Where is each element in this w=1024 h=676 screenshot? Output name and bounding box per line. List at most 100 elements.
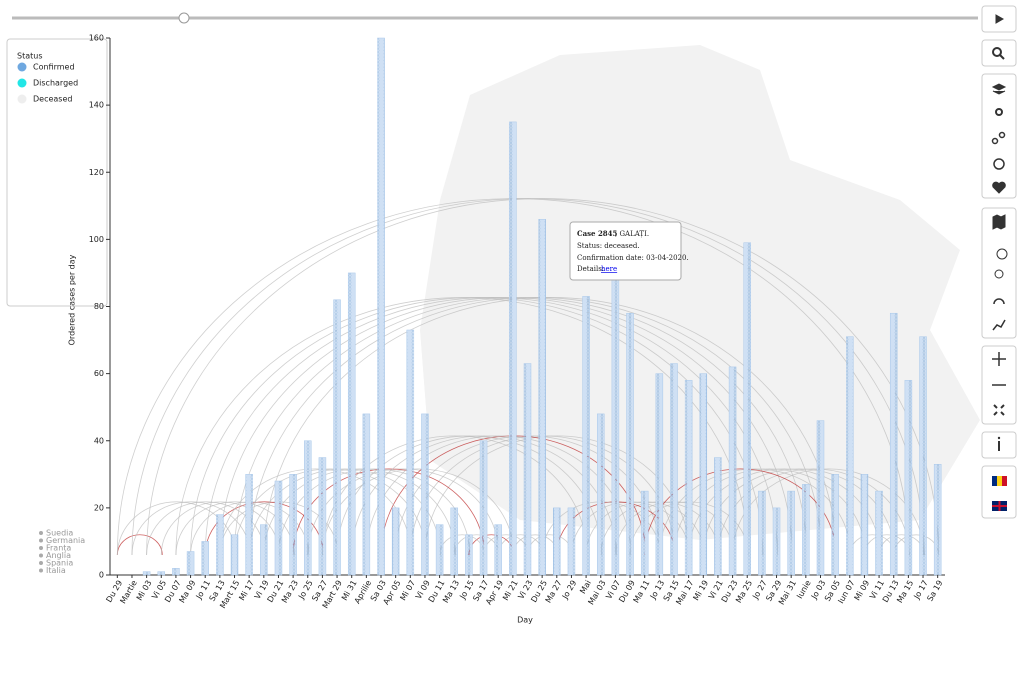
flag-ro[interactable] [992, 476, 997, 486]
map-circles-icon [996, 248, 1008, 260]
link-arc [131, 501, 251, 556]
tooltip-county: , GALAȚI. [615, 230, 649, 238]
link-arc [146, 501, 266, 556]
origin-label: Franța [46, 544, 71, 554]
link-arc [292, 468, 485, 556]
case-column [831, 474, 839, 576]
case-column [509, 121, 517, 576]
case-column [479, 440, 488, 576]
x-tick-label: Mi 09 [853, 579, 872, 602]
graph-icon [998, 131, 1006, 139]
origin-label: Suedia [46, 529, 73, 538]
link-arc [849, 534, 896, 556]
case-column [684, 380, 693, 576]
case-column [304, 440, 312, 576]
language-buttons[interactable] [981, 465, 1017, 519]
link-arc [439, 534, 485, 556]
toolbar [981, 5, 1017, 519]
origin-dot [39, 546, 43, 550]
tooltip: Case 2845 , GALAȚI. Status: deceased. Co… [569, 221, 689, 281]
case-column [362, 413, 371, 576]
case-column [435, 524, 444, 576]
link-arc [864, 534, 910, 556]
map-background [420, 45, 980, 540]
y-tick-label: 20 [94, 503, 104, 512]
case-column [933, 463, 942, 576]
pin-icon [995, 108, 1003, 116]
case-column [728, 366, 737, 576]
tooltip-link[interactable]: here [601, 265, 617, 273]
clock-icon [993, 158, 1005, 170]
tooltip-case: Case 2845 [577, 229, 618, 238]
case-column [596, 413, 605, 576]
heart-icon [992, 181, 1006, 194]
x-tick-label: Mi 17 [237, 579, 256, 602]
case-column [377, 37, 385, 576]
search-button[interactable] [981, 39, 1017, 67]
case-column [626, 312, 634, 576]
link-arc [160, 501, 280, 556]
origin-dot [39, 531, 43, 535]
case-column [494, 524, 502, 576]
link-arc [512, 534, 559, 556]
origin-label: Spania [46, 559, 73, 568]
legend-swatch [17, 94, 27, 104]
x-tick-label: Mi 03 [135, 579, 154, 602]
legend-title: Status [17, 52, 43, 61]
link-arc [878, 534, 925, 556]
case-column [640, 490, 649, 576]
case-column [245, 474, 253, 576]
case-column [465, 534, 473, 576]
link-arc [497, 534, 544, 556]
case-column [787, 490, 795, 576]
link-arc [234, 468, 427, 556]
x-tick-label: Mi 21 [501, 579, 520, 602]
case-column [699, 373, 708, 576]
origin-dot [39, 561, 43, 565]
link-arc [893, 534, 940, 556]
case-column [611, 279, 620, 576]
link-arc [483, 534, 529, 556]
legend-label: Confirmed [33, 63, 75, 72]
map-buttons[interactable] [981, 207, 1017, 339]
origin-dot [39, 553, 43, 558]
y-tick-label: 100 [89, 235, 104, 244]
case-column [289, 474, 297, 576]
case-column [655, 373, 664, 576]
y-tick-label: 40 [94, 436, 104, 445]
time-slider-handle[interactable] [178, 12, 190, 24]
case-column [670, 363, 678, 576]
case-column [201, 541, 209, 576]
case-column [274, 480, 283, 576]
link-arc [702, 468, 896, 556]
link-arc [204, 501, 324, 556]
y-tick-label: 160 [89, 34, 104, 43]
link-arc [468, 534, 515, 556]
case-column [172, 568, 180, 576]
y-tick-label: 80 [94, 302, 104, 311]
link-arc [658, 468, 852, 556]
tooltip-date: Confirmation date: 03-04-2020. [577, 254, 689, 262]
case-column [567, 507, 576, 576]
map-icon [992, 214, 1006, 230]
y-tick-label: 140 [89, 101, 104, 110]
case-column [421, 413, 429, 576]
case-column [186, 551, 195, 576]
y-axis-label: Ordered cases per day [68, 254, 77, 345]
case-column [846, 336, 854, 576]
case-column [347, 272, 356, 576]
link-arc [116, 534, 163, 556]
case-column [538, 218, 546, 576]
link-arc [717, 468, 910, 556]
origin-label: Italia [46, 566, 66, 575]
case-column [582, 296, 590, 576]
flag-uk-cross [992, 501, 1007, 511]
case-column [889, 312, 898, 576]
case-column [860, 474, 869, 576]
case-column [391, 507, 400, 576]
fit-icon [993, 404, 1005, 416]
y-tick-label: 120 [89, 168, 104, 177]
link-arc [263, 468, 456, 556]
tooltip-details: Details: [577, 265, 604, 273]
